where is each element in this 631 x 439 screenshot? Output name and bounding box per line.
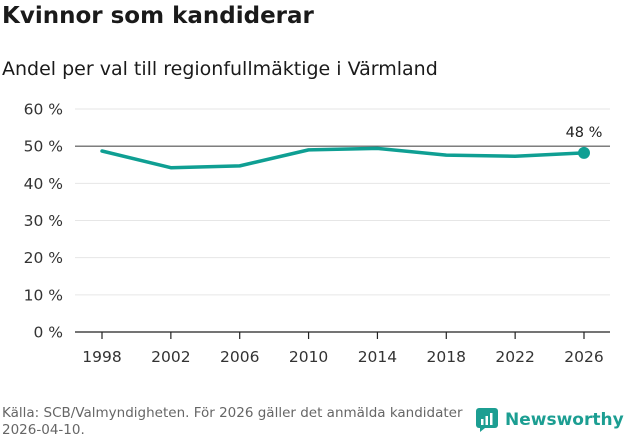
y-tick-label: 20 %	[24, 249, 63, 267]
line-chart: 0 % 10 % 20 % 30 % 40 % 50 % 60 % 1998 2002 2006 2…	[24, 101, 610, 366]
chart-subtitle: Andel per val till regionfullmäktige i V…	[2, 58, 438, 80]
x-tick-label: 2026	[564, 348, 603, 366]
y-tick-label: 30 %	[24, 212, 63, 230]
data-point	[100, 149, 104, 153]
newsworthy-logo-icon	[476, 408, 498, 432]
data-point	[513, 155, 517, 158]
x-tick-label: 2022	[495, 348, 534, 366]
brand-name: Newsworthy	[505, 410, 624, 430]
y-tick-label: 50 %	[24, 138, 63, 156]
x-tick-label: 2014	[358, 348, 397, 366]
x-tick-label: 2002	[151, 348, 190, 366]
series-line-andel-kvinnor	[100, 146, 586, 170]
x-tick-label: 2018	[427, 348, 466, 366]
x-tick-label: 2010	[289, 348, 328, 366]
data-point	[307, 148, 310, 152]
y-tick-label: 10 %	[24, 286, 63, 304]
data-point	[445, 153, 448, 157]
data-point	[238, 164, 241, 168]
last-value-label: 48 %	[566, 125, 603, 141]
y-tick-label: 40 %	[24, 175, 63, 193]
y-tick-label: 0 %	[33, 324, 63, 342]
data-point	[376, 147, 379, 150]
x-tick-label: 2006	[220, 348, 259, 366]
source-note: Källa: SCB/Valmyndigheten. För 2026 gäll…	[2, 405, 463, 438]
last-data-point-marker	[578, 146, 590, 159]
chart-title: Kvinnor som kandiderar	[2, 3, 314, 29]
data-point	[169, 166, 173, 169]
newsworthy-logo: Newsworthy	[476, 408, 624, 432]
y-tick-label: 60 %	[24, 101, 63, 119]
x-tick-label: 1998	[82, 348, 121, 366]
